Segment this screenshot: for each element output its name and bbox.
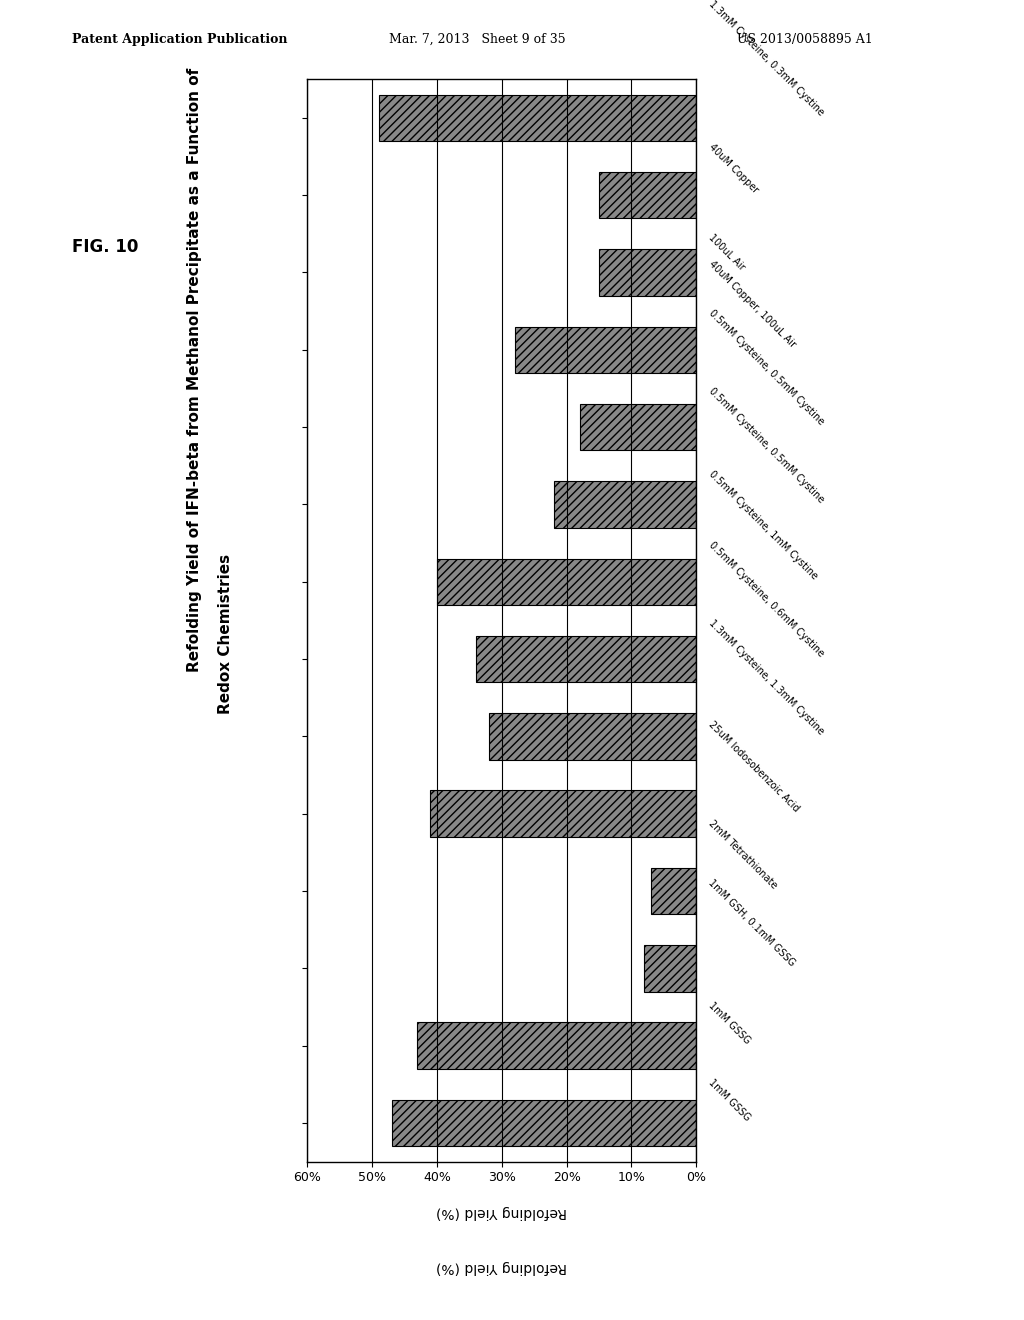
Text: 0.5mM Cysteine, 0.5mM Cystine: 0.5mM Cysteine, 0.5mM Cystine [707, 385, 825, 504]
Text: 40uM Copper, 100uL Air: 40uM Copper, 100uL Air [707, 259, 797, 350]
Text: 100uL Air: 100uL Air [707, 232, 746, 272]
Text: Patent Application Publication: Patent Application Publication [72, 33, 287, 46]
Bar [651, 867, 696, 915]
Bar [644, 945, 696, 991]
Bar [379, 95, 696, 141]
Text: 1.3mM Cysteine, 1.3mM Cystine: 1.3mM Cysteine, 1.3mM Cystine [707, 618, 825, 737]
Text: FIG. 10: FIG. 10 [72, 238, 138, 256]
Bar [488, 713, 696, 759]
Text: US 2013/0058895 A1: US 2013/0058895 A1 [737, 33, 873, 46]
Text: 0.5mM Cysteine, 0.5mM Cystine: 0.5mM Cysteine, 0.5mM Cystine [707, 308, 825, 428]
Bar [599, 249, 696, 296]
Text: Refolding Yield (%): Refolding Yield (%) [436, 1261, 567, 1274]
Text: 0.5mM Cysteine, 0.6mM Cystine: 0.5mM Cysteine, 0.6mM Cystine [707, 540, 825, 659]
Text: 2mM Tetrathionate: 2mM Tetrathionate [707, 818, 779, 891]
Text: 1mM GSH, 0.1mM GSSG: 1mM GSH, 0.1mM GSSG [707, 878, 797, 969]
Bar [554, 482, 696, 528]
Bar [391, 1100, 696, 1146]
X-axis label: Refolding Yield (%): Refolding Yield (%) [436, 1205, 567, 1220]
Text: 1mM GSSG: 1mM GSSG [707, 1001, 753, 1045]
Bar [437, 558, 696, 605]
Text: 25uM Iodosobenzoic Acid: 25uM Iodosobenzoic Acid [707, 719, 801, 813]
Text: Redox Chemistries: Redox Chemistries [218, 553, 232, 714]
Bar [418, 1023, 696, 1069]
Bar [515, 326, 696, 374]
Text: 0.5mM Cysteine, 1mM Cystine: 0.5mM Cysteine, 1mM Cystine [707, 470, 819, 582]
Text: 40uM Copper: 40uM Copper [707, 143, 760, 195]
Bar [599, 172, 696, 218]
Text: Refolding Yield of IFN-beta from Methanol Precipitate as a Function of: Refolding Yield of IFN-beta from Methano… [187, 67, 202, 672]
Bar [430, 791, 696, 837]
Bar [580, 404, 696, 450]
Bar [476, 636, 696, 682]
Text: Mar. 7, 2013   Sheet 9 of 35: Mar. 7, 2013 Sheet 9 of 35 [389, 33, 565, 46]
Text: 1.3mM Cysteine, 0.3mM Cystine: 1.3mM Cysteine, 0.3mM Cystine [707, 0, 825, 117]
Text: 1mM GSSG: 1mM GSSG [707, 1077, 753, 1123]
